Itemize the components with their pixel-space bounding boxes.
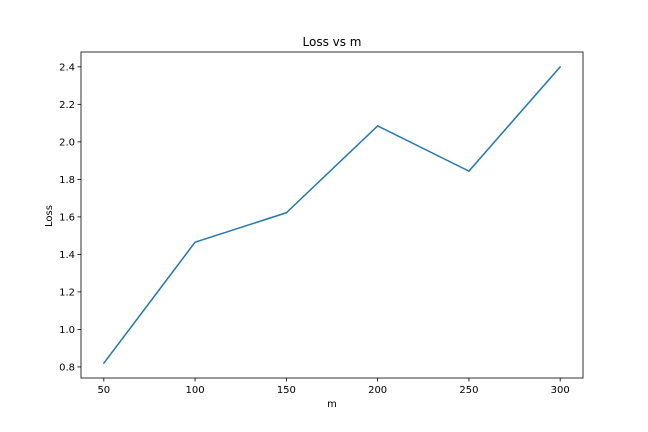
y-tick-label: 1.0 bbox=[59, 325, 75, 336]
y-axis: 0.8 1.0 1.2 1.4 1.6 1.8 2.0 2.2 2.4 bbox=[59, 62, 81, 373]
y-tick-label: 1.6 bbox=[59, 212, 75, 223]
data-points bbox=[103, 66, 561, 364]
y-axis-label: Loss bbox=[44, 205, 55, 227]
x-axis: 50 100 150 200 250 300 bbox=[97, 378, 570, 396]
plot-area-frame bbox=[80, 51, 584, 379]
y-tick-label: 0.8 bbox=[59, 362, 75, 373]
chart-title: Loss vs m bbox=[303, 35, 362, 49]
x-axis-label: m bbox=[327, 399, 337, 410]
series-line bbox=[103, 66, 561, 364]
x-tick-label: 300 bbox=[551, 385, 570, 396]
x-tick-label: 150 bbox=[277, 385, 296, 396]
x-tick-label: 50 bbox=[97, 385, 110, 396]
x-tick-label: 250 bbox=[459, 385, 478, 396]
data-point bbox=[376, 125, 379, 127]
data-point bbox=[468, 170, 470, 172]
x-tick-label: 100 bbox=[186, 385, 205, 396]
data-point bbox=[559, 66, 561, 68]
y-tick-label: 2.0 bbox=[59, 137, 75, 148]
data-point bbox=[103, 362, 105, 364]
y-tick-label: 1.4 bbox=[59, 250, 75, 261]
y-tick-label: 1.8 bbox=[59, 175, 75, 186]
data-point bbox=[285, 211, 288, 214]
y-tick-label: 1.2 bbox=[59, 287, 75, 298]
x-tick-label: 200 bbox=[368, 385, 387, 396]
y-tick-label: 2.4 bbox=[59, 62, 75, 73]
y-tick-label: 2.2 bbox=[59, 100, 75, 111]
data-point bbox=[194, 241, 196, 243]
